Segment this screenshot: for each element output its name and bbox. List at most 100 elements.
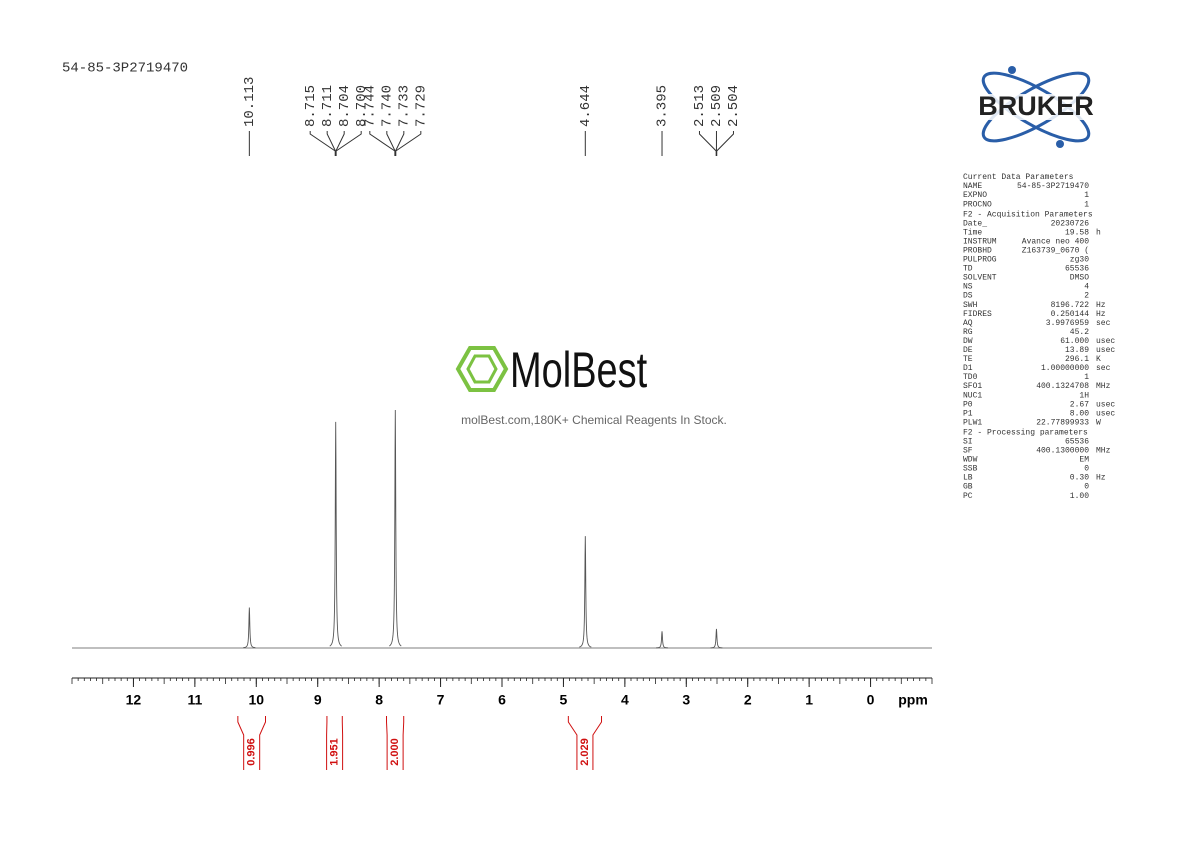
param-name: P0 (963, 400, 973, 409)
param-value: 20230726 (1051, 219, 1090, 228)
param-unit: Hz (1096, 301, 1106, 310)
x-tick-label: 4 (621, 692, 629, 708)
x-tick-label: 10 (248, 692, 264, 708)
param-unit: MHz (1096, 447, 1111, 456)
peak-label: 8.711 (320, 85, 336, 127)
param-value: 1.00000000 (1041, 364, 1089, 373)
param-unit: sec (1096, 319, 1111, 328)
integral-label: 0.996 (246, 738, 258, 766)
peak-connector (395, 131, 405, 156)
param-name: PC (963, 492, 973, 501)
param-value: 1 (1084, 191, 1089, 200)
watermark-hexagon-inner (466, 354, 498, 384)
param-section-title: Current Data Parameters (963, 173, 1074, 182)
param-value: DMSO (1070, 274, 1089, 283)
param-unit: usec (1096, 337, 1115, 346)
peak-label: 3.395 (655, 85, 671, 127)
peak-label: 10.113 (242, 77, 258, 127)
param-value: 3.9976959 (1046, 319, 1089, 328)
param-name: NS (963, 283, 973, 292)
spectrum-peak (389, 409, 402, 647)
param-name: Time (963, 228, 982, 237)
x-tick-label: 6 (498, 692, 506, 708)
param-value: 1.00 (1070, 492, 1089, 501)
param-name: DE (963, 346, 973, 355)
peak-label: 7.729 (414, 85, 430, 127)
param-value: 8.00 (1070, 409, 1089, 418)
param-name: P1 (963, 409, 973, 418)
peak-label: 2.509 (709, 85, 725, 127)
spectrum-peak (710, 628, 723, 649)
param-value: 2 (1084, 292, 1089, 301)
x-tick-label: 12 (126, 692, 142, 708)
param-value: Z163739_0670 ( (1022, 246, 1089, 255)
sample-title: 54-85-3P2719470 (62, 61, 188, 77)
integral-bracket (386, 716, 405, 770)
x-axis-label: ppm (898, 692, 928, 708)
param-section-title: F2 - Processing parameters (963, 428, 1088, 437)
x-tick-label: 9 (314, 692, 322, 708)
param-value: EM (1079, 456, 1089, 465)
x-tick-label: 11 (187, 692, 202, 708)
param-name: SFO1 (963, 382, 982, 391)
param-name: DS (963, 292, 973, 301)
param-name: AQ (963, 319, 973, 328)
param-value: 45.2 (1070, 328, 1089, 337)
param-value: 4 (1084, 283, 1089, 292)
x-tick-label: 5 (560, 692, 568, 708)
peak-connector (326, 131, 336, 156)
param-name: RG (963, 328, 973, 337)
watermark-name: MolBest (510, 343, 648, 398)
peak-connector (386, 131, 396, 156)
peak-label: 7.744 (363, 85, 379, 127)
param-unit: W (1096, 418, 1101, 427)
param-value: 1H (1079, 391, 1089, 400)
peak-connector (335, 131, 362, 156)
peak-connector (335, 131, 345, 156)
param-name: WDW (963, 456, 978, 465)
param-name: GB (963, 483, 973, 492)
integral-bracket (567, 716, 603, 770)
param-name: LB (963, 474, 973, 483)
param-name: DW (963, 337, 973, 346)
param-name: SSB (963, 465, 978, 474)
param-value: 54-85-3P2719470 (1017, 182, 1089, 191)
param-unit: usec (1096, 346, 1115, 355)
param-value: 13.89 (1065, 346, 1089, 355)
bruker-logo: BRUKER (958, 66, 1114, 148)
param-name: FIDRES (963, 310, 992, 319)
param-name: INSTRUM (963, 237, 997, 246)
param-name: PROCNO (963, 200, 992, 209)
logo-dot (1056, 140, 1064, 148)
peak-connector (698, 131, 717, 156)
param-name: NAME (963, 182, 982, 191)
x-tick-label: 1 (805, 692, 813, 708)
x-tick-label: 3 (682, 692, 690, 708)
param-name: SF (963, 447, 973, 456)
param-value: Avance neo 400 (1022, 237, 1089, 246)
logo-text: BRUKER (978, 91, 1094, 121)
peak-label: 8.704 (337, 85, 353, 127)
peak-label: 2.504 (726, 85, 742, 127)
peak-connector (395, 131, 422, 156)
param-value: 296.1 (1065, 355, 1089, 364)
param-value: zg30 (1070, 256, 1089, 265)
param-unit: K (1096, 355, 1101, 364)
param-name: SOLVENT (963, 274, 997, 283)
integral-label: 2.029 (579, 738, 591, 766)
param-value: 0 (1084, 465, 1089, 474)
spectrum-peak (329, 421, 342, 647)
param-unit: MHz (1096, 382, 1111, 391)
param-unit: sec (1096, 364, 1111, 373)
param-value: 0.250144 (1051, 310, 1090, 319)
x-tick-label: 8 (375, 692, 383, 708)
param-name: PLW1 (963, 418, 982, 427)
integral-label: 1.951 (329, 738, 341, 766)
param-unit: usec (1096, 400, 1115, 409)
integral-label: 2.000 (389, 738, 401, 766)
integral-bracket (326, 716, 344, 770)
param-name: Date_ (963, 219, 987, 228)
logo-orbit (981, 71, 1091, 143)
param-name: NUC1 (963, 391, 982, 400)
